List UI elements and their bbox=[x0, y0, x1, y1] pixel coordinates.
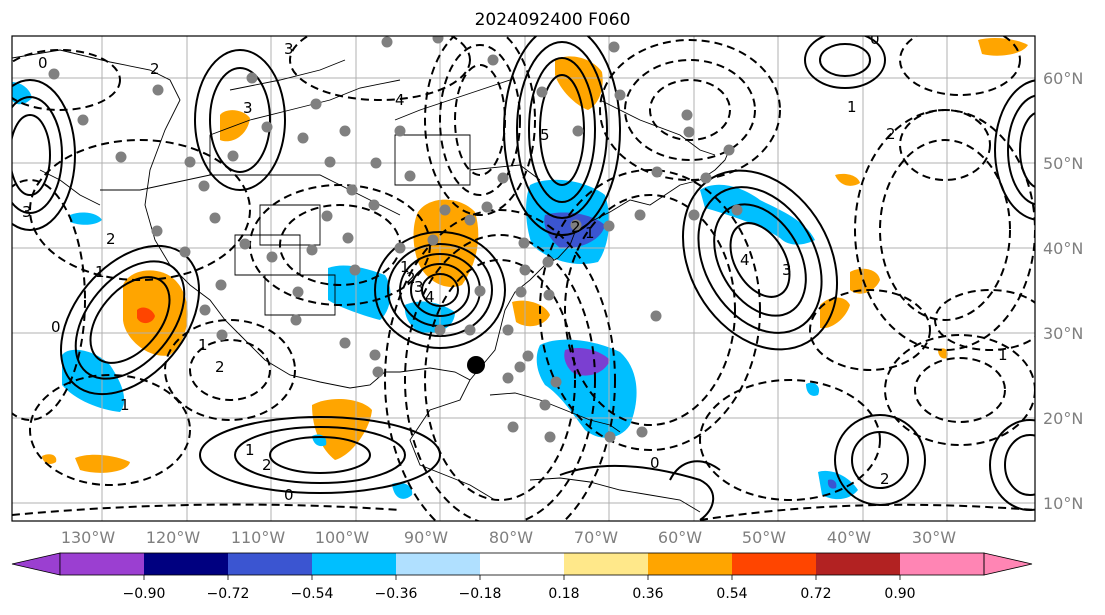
contour-label: 2 bbox=[262, 456, 272, 474]
colorbar-tick-label: −0.54 bbox=[291, 586, 334, 602]
colorbar-tick-label: 0.54 bbox=[716, 586, 747, 602]
contour-label: 0 bbox=[284, 486, 294, 504]
contours-positive bbox=[12, 36, 1035, 521]
contour-label: 1 bbox=[400, 258, 410, 276]
cyan-area-pacific-south bbox=[62, 349, 125, 412]
colorbar-swatch bbox=[732, 553, 816, 575]
colorbar-tick-label: 0.72 bbox=[800, 586, 831, 602]
colorbar-swatch bbox=[480, 553, 564, 575]
colorbar-tick-label: 0.18 bbox=[548, 586, 579, 602]
contour-label: 4 bbox=[740, 251, 750, 269]
contour-labels: 0 3 2 3 4 5 1 2 3 4 0 1 2 3 1 2 0 1 2 3 … bbox=[22, 30, 1008, 504]
contour-label: 0 bbox=[650, 454, 660, 472]
contour-label: 1 bbox=[847, 98, 857, 116]
red-core-nw-pacific bbox=[137, 307, 155, 324]
lon-label: 40°W bbox=[827, 528, 871, 547]
colorbar-extend-high bbox=[983, 552, 1033, 576]
colorbar-tick-label: −0.18 bbox=[459, 586, 502, 602]
colorbar-tick-label: −0.90 bbox=[123, 586, 166, 602]
orange-east-atlantic bbox=[978, 37, 1028, 56]
colorbar-swatch bbox=[60, 553, 144, 575]
colorbar-swatch bbox=[564, 553, 648, 575]
map-area[interactable]: 0 3 2 3 4 5 1 2 3 4 0 1 2 3 1 2 0 1 2 3 … bbox=[0, 20, 1085, 550]
contour-label: 3 bbox=[782, 261, 792, 279]
colorbar-swatch bbox=[396, 553, 480, 575]
contour-label: 2 bbox=[886, 125, 896, 143]
lon-label: 120°W bbox=[146, 528, 201, 547]
colorbar-tick-label: −0.72 bbox=[207, 586, 250, 602]
contour-label: 3 bbox=[414, 278, 424, 296]
contour-label: 5 bbox=[540, 126, 550, 144]
lat-label: 60°N bbox=[1043, 69, 1083, 88]
contour-label: 1 bbox=[120, 396, 130, 414]
contour-label: 2 bbox=[571, 218, 581, 236]
blue-tropical-core bbox=[827, 479, 837, 489]
map-frame bbox=[11, 35, 1036, 522]
contour-label: 2 bbox=[215, 358, 225, 376]
lon-label: 80°W bbox=[489, 528, 533, 547]
contour-label: 1 bbox=[245, 441, 255, 459]
lat-label: 20°N bbox=[1043, 409, 1083, 428]
cyan-central-america bbox=[392, 482, 413, 499]
station-dots bbox=[48, 36, 743, 443]
contour-label: 1 bbox=[95, 263, 105, 281]
colorbar: −0.90 −0.72 −0.54 −0.36 −0.18 0.18 0.36 … bbox=[11, 552, 1033, 602]
contour-label: 0 bbox=[870, 30, 880, 48]
cyan-small-pacific-n bbox=[70, 212, 102, 225]
colorbar-extend-low bbox=[11, 552, 61, 576]
colorbar-swatch bbox=[816, 553, 900, 575]
storm-center-marker[interactable] bbox=[467, 356, 485, 374]
contour-label: 4 bbox=[425, 288, 435, 306]
chart-title: 2024092400 F060 bbox=[474, 10, 631, 30]
orange-east-small bbox=[938, 348, 948, 359]
orange-small-east bbox=[835, 173, 860, 186]
contour-label: 0 bbox=[51, 318, 61, 336]
lat-label: 50°N bbox=[1043, 154, 1083, 173]
contour-label: 3 bbox=[22, 203, 32, 221]
longitude-labels: 130°W 120°W 110°W 100°W 90°W 80°W 70°W 6… bbox=[61, 528, 956, 547]
lon-label: 110°W bbox=[231, 528, 286, 547]
cyan-plains bbox=[328, 265, 391, 320]
colorbar-swatch bbox=[312, 553, 396, 575]
latitude-labels: 60°N 50°N 40°N 30°N 20°N 10°N bbox=[1043, 69, 1083, 513]
cyan-southeast-small bbox=[806, 382, 820, 396]
purple-caribbean-core bbox=[564, 348, 610, 376]
lon-label: 70°W bbox=[574, 528, 618, 547]
contour-label: 2 bbox=[106, 230, 116, 248]
contour-label: 3 bbox=[243, 99, 253, 117]
lon-label: 90°W bbox=[404, 528, 448, 547]
colorbar-tick-label: 0.36 bbox=[632, 586, 663, 602]
contour-label: 2 bbox=[150, 60, 160, 78]
contour-label: 3 bbox=[284, 40, 294, 58]
colorbar-swatch bbox=[228, 553, 312, 575]
lat-label: 40°N bbox=[1043, 239, 1083, 258]
contour-label: 1 bbox=[585, 224, 595, 242]
colorbar-tick-label: −0.36 bbox=[375, 586, 418, 602]
lon-label: 100°W bbox=[315, 528, 370, 547]
contour-label: 2 bbox=[880, 470, 890, 488]
contour-label: 0 bbox=[38, 54, 48, 72]
lon-label: 50°W bbox=[742, 528, 786, 547]
colorbar-swatch bbox=[648, 553, 732, 575]
contour-label: 1 bbox=[198, 336, 208, 354]
lon-label: 30°W bbox=[912, 528, 956, 547]
lon-label: 130°W bbox=[61, 528, 116, 547]
colorbar-swatch bbox=[900, 553, 984, 575]
lon-label: 60°W bbox=[658, 528, 702, 547]
lat-label: 10°N bbox=[1043, 494, 1083, 513]
cyan-gulf-alaska bbox=[12, 82, 32, 105]
lat-label: 30°N bbox=[1043, 324, 1083, 343]
contour-label: 2 bbox=[406, 269, 416, 287]
colorbar-swatch bbox=[144, 553, 228, 575]
cyan-labrador-sea bbox=[700, 184, 815, 245]
contour-label: 4 bbox=[395, 91, 405, 109]
orange-small-pacific-sw2 bbox=[42, 454, 57, 464]
orange-mexico bbox=[312, 398, 372, 460]
contour-label: 1 bbox=[998, 346, 1008, 364]
colorbar-tick-label: 0.90 bbox=[884, 586, 915, 602]
orange-mid-atlantic2 bbox=[850, 268, 880, 294]
colorbar-frame bbox=[59, 552, 985, 576]
